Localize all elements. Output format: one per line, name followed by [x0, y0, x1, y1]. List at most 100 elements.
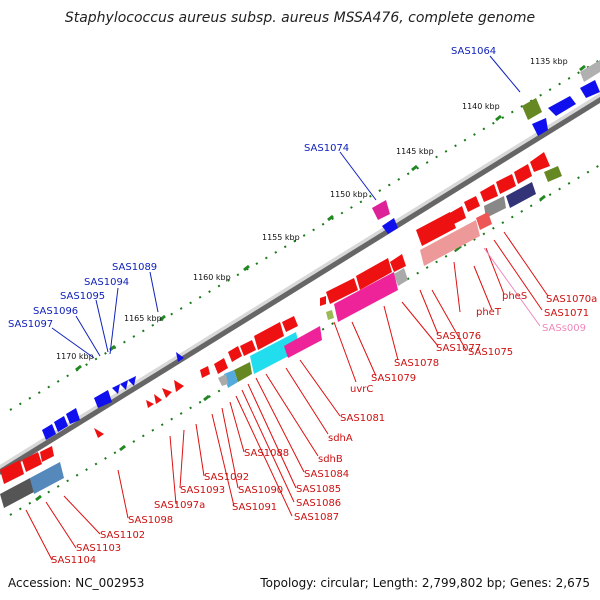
gene-label: sdhB [318, 454, 343, 465]
gene-feature [40, 446, 54, 462]
gene-label: SAS1079 [371, 373, 416, 384]
gene-feature [254, 322, 284, 350]
gene-label: SAS1097 [8, 319, 53, 330]
gene-label: SAS1089 [112, 262, 157, 273]
gene-label: SAS1104 [51, 555, 96, 566]
gene-feature [514, 164, 532, 184]
tick-label-1155: 1155 kbp [262, 233, 300, 242]
gene-feature [94, 428, 104, 438]
gene-feature [580, 80, 600, 98]
gene-feature [128, 376, 136, 386]
gene-feature [448, 206, 466, 224]
gene-label: SAS1103 [76, 543, 121, 554]
gene-feature [66, 408, 80, 424]
gene-label: SAS1084 [304, 469, 349, 480]
gene-label: SAS1092 [204, 472, 249, 483]
gene-label: sdhA [328, 433, 353, 444]
gene-label: SAS1074 [304, 143, 349, 154]
callout-lines-blue [51, 55, 521, 359]
gene-label: SAS1077 [436, 343, 481, 354]
gene-feature [420, 220, 480, 266]
gene-feature [530, 152, 550, 172]
gene-feature [214, 358, 228, 374]
topology-info: Topology: circular; Length: 2,799,802 bp… [260, 576, 590, 590]
gene-feature [94, 390, 112, 408]
callout-line-pink [483, 247, 541, 327]
gene-label: SAS1090 [238, 485, 283, 496]
tick-label-1145: 1145 kbp [396, 147, 434, 156]
gene-feature [250, 332, 300, 374]
gene-feature [0, 478, 34, 508]
tick-label-1150: 1150 kbp [330, 190, 368, 199]
gene-label: uvrC [350, 384, 373, 395]
tick-label-1160: 1160 kbp [193, 273, 231, 282]
gene-label: SAS1070a [546, 294, 597, 305]
gene-feature [476, 212, 492, 230]
gene-label: SAS1086 [296, 498, 341, 509]
gene-label: SAS1071 [544, 308, 589, 319]
gene-feature [162, 388, 172, 398]
gene-feature [240, 340, 256, 356]
gene-label: SAS1095 [60, 291, 105, 302]
bottom-strand-genes [0, 166, 562, 508]
gene-label: SAS1098 [128, 515, 173, 526]
gene-feature [326, 278, 358, 304]
gene-feature [416, 212, 456, 246]
gene-feature [464, 196, 480, 212]
gene-label: SAS1076 [436, 331, 481, 342]
gene-label: pheS [502, 291, 527, 302]
gene-feature [522, 98, 542, 120]
gene-feature [30, 462, 64, 494]
gene-feature [496, 174, 516, 194]
top-strand-genes [0, 60, 600, 484]
gene-feature [480, 184, 498, 202]
gene-label: pheT [476, 307, 502, 318]
gene-label: SAS1093 [180, 485, 225, 496]
gene-feature [372, 200, 390, 220]
gene-feature [176, 352, 184, 362]
gene-feature [146, 400, 154, 408]
tick-label-1165: 1165 kbp [124, 314, 162, 323]
gene-feature [326, 310, 334, 320]
gene-feature [200, 366, 210, 378]
gene-label: SAS1075 [468, 347, 513, 358]
gene-feature [320, 296, 326, 306]
gene-feature [382, 218, 398, 234]
gene-feature [228, 346, 242, 362]
gene-label: SAS1088 [244, 448, 289, 459]
gene-feature [284, 326, 322, 358]
gene-feature [580, 60, 600, 82]
gene-feature [112, 384, 120, 394]
gene-feature [154, 394, 162, 404]
gene-feature [22, 452, 42, 472]
gene-feature [54, 416, 68, 432]
accession-label: Accession: NC_002953 [8, 576, 145, 590]
diagram-title: Staphylococcus aureus subsp. aureus MSSA… [64, 10, 536, 26]
gene-feature [484, 196, 506, 218]
gene-feature [356, 258, 392, 290]
gene-label: SAS1094 [84, 277, 129, 288]
tick-label-1135: 1135 kbp [530, 57, 568, 66]
gene-feature [218, 374, 228, 386]
gene-feature [234, 362, 252, 382]
gene-label: SASs009 [542, 323, 586, 334]
gene-label: SAS1096 [33, 306, 78, 317]
gene-label: SAS1087 [294, 512, 339, 523]
tick-label-1140: 1140 kbp [462, 102, 500, 111]
gene-feature [548, 96, 576, 116]
genome-axis [0, 93, 600, 475]
gene-label: SAS1085 [296, 484, 341, 495]
gene-feature [0, 460, 24, 484]
gene-feature [120, 380, 128, 390]
gene-label: SAS1081 [340, 413, 385, 424]
gene-feature [506, 182, 536, 208]
gene-feature [282, 316, 298, 332]
gene-label: SAS1078 [394, 358, 439, 369]
tick-label-1170: 1170 kbp [56, 352, 94, 361]
gene-label: SAS1102 [100, 530, 145, 541]
gene-label: SAS1091 [232, 502, 277, 513]
gene-feature [544, 166, 562, 182]
gene-feature [174, 380, 184, 392]
gene-feature [394, 268, 408, 286]
